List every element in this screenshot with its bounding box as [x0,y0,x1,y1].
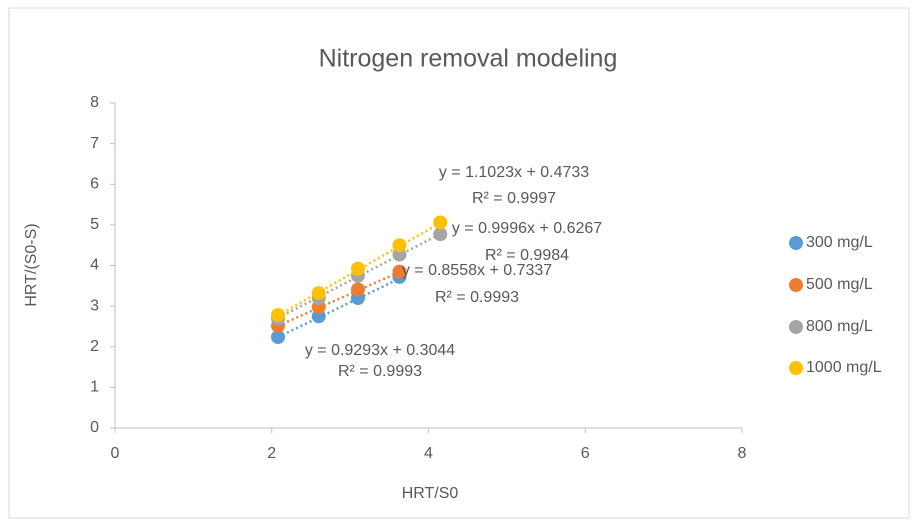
x-tick-label: 6 [581,445,590,462]
data-point [350,282,365,297]
y-tick-label: 4 [90,257,99,274]
data-point [392,238,407,253]
x-tick-label: 0 [111,445,120,462]
legend-marker [789,236,803,250]
data-point [433,227,448,242]
y-axis-label: HRT/(S0-S) [23,223,40,306]
trendline-r2: R² = 0.9997 [472,190,556,207]
x-tick-label: 4 [424,445,433,462]
legend-label: 300 mg/L [806,234,873,251]
y-tick-label: 7 [90,135,99,152]
y-tick-label: 5 [90,216,99,233]
legend-label: 800 mg/L [806,318,873,335]
chart-title: Nitrogen removal modeling [319,45,618,73]
legend-marker [789,278,803,292]
trendline-r2: R² = 0.9993 [435,289,519,306]
y-tick-label: 1 [90,379,99,396]
legend-marker [789,361,803,375]
data-point [311,286,326,301]
data-point [350,261,365,276]
y-tick-label: 2 [90,338,99,355]
trendline [277,270,401,328]
y-tick-label: 6 [90,175,99,192]
data-point [271,308,286,323]
y-tick-label: 0 [90,419,99,436]
y-tick-label: 3 [90,297,99,314]
trendline-r2: R² = 0.9984 [485,247,569,264]
trendline-equation: y = 0.9996x + 0.6267 [452,220,602,237]
trendline-equation: y = 0.9293x + 0.3044 [305,342,455,359]
legend-label: 1000 mg/L [806,359,882,376]
legend-label: 500 mg/L [806,276,873,293]
y-tick-label: 8 [90,94,99,111]
data-point [433,215,448,230]
trendline-r2: R² = 0.9993 [338,363,422,380]
legend-marker [789,320,803,334]
chart-frame [8,7,910,519]
data-point [271,330,286,344]
trendline-equation: y = 1.1023x + 0.4733 [439,164,589,181]
trendline-equation: y = 0.8558x + 0.7337 [402,262,552,279]
x-axis-label: HRT/S0 [402,485,459,502]
data-point [392,264,407,279]
x-tick-label: 8 [738,445,747,462]
x-tick-label: 2 [267,445,276,462]
trendline [277,221,441,317]
